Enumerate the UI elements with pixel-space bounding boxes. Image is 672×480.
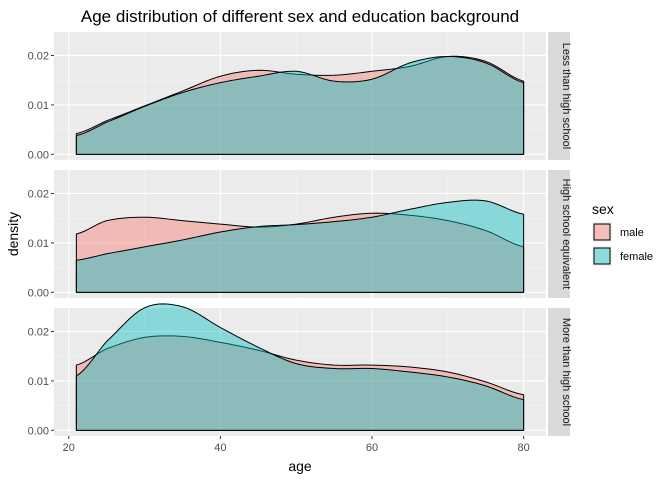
density-area-female <box>75 303 525 431</box>
x-tick-label: 60 <box>366 442 378 454</box>
legend-key-background <box>592 246 612 266</box>
y-tick-label: 0.00 <box>28 425 49 437</box>
y-tick-label: 0.02 <box>28 326 49 338</box>
facet-strip-label: Less than high school <box>560 43 572 149</box>
chart-title: Age distribution of different sex and ed… <box>81 7 519 26</box>
facet-panel: 0.00 0.01 0.02 High school equivalent <box>28 170 572 299</box>
x-tick-label: 20 <box>63 442 75 454</box>
y-tick-label: 0.02 <box>28 188 49 200</box>
density-area-male <box>75 212 525 293</box>
facet-panels: 0.000.010.02 Less than high school0.000.0… <box>28 32 572 437</box>
y-axis-title: density <box>5 212 21 256</box>
y-tick-label: 0.01 <box>28 100 49 112</box>
density-area-female <box>75 55 525 155</box>
legend: sex male female <box>592 201 653 266</box>
legend-swatch-male <box>593 223 611 241</box>
facet-strip-label: High school equivalent <box>560 179 572 290</box>
y-tick-label: 0.02 <box>28 50 49 62</box>
y-tick-label: 0.01 <box>28 376 49 388</box>
x-tick-label: 80 <box>518 442 530 454</box>
facet-strip <box>548 32 570 160</box>
y-tick-label: 0.00 <box>28 149 49 161</box>
facet-panel: 0.00 0.01 0.02 More than high school <box>28 303 572 437</box>
legend-label-female: female <box>620 251 653 263</box>
panel-background <box>54 308 546 436</box>
y-tick-label: 0.00 <box>28 287 49 299</box>
facet-strip <box>548 308 570 436</box>
x-axis-title: age <box>288 458 312 474</box>
panel-background <box>54 32 546 160</box>
legend-key-background <box>592 222 612 242</box>
x-tick-label: 40 <box>214 442 226 454</box>
legend-label-male: male <box>620 227 644 239</box>
facet-panel: 0.00 0.01 0.02 Less than high school <box>28 32 572 161</box>
panel-background <box>54 170 546 298</box>
facet-strip-label: More than high school <box>560 318 572 426</box>
density-area-female <box>75 199 525 293</box>
y-tick-label: 0.01 <box>28 238 49 250</box>
legend-title: sex <box>592 201 614 217</box>
density-area-male <box>75 335 525 431</box>
legend-swatch-female <box>593 247 611 265</box>
facet-strip <box>548 170 570 298</box>
x-axis: 20 40 60 80 <box>63 436 530 454</box>
